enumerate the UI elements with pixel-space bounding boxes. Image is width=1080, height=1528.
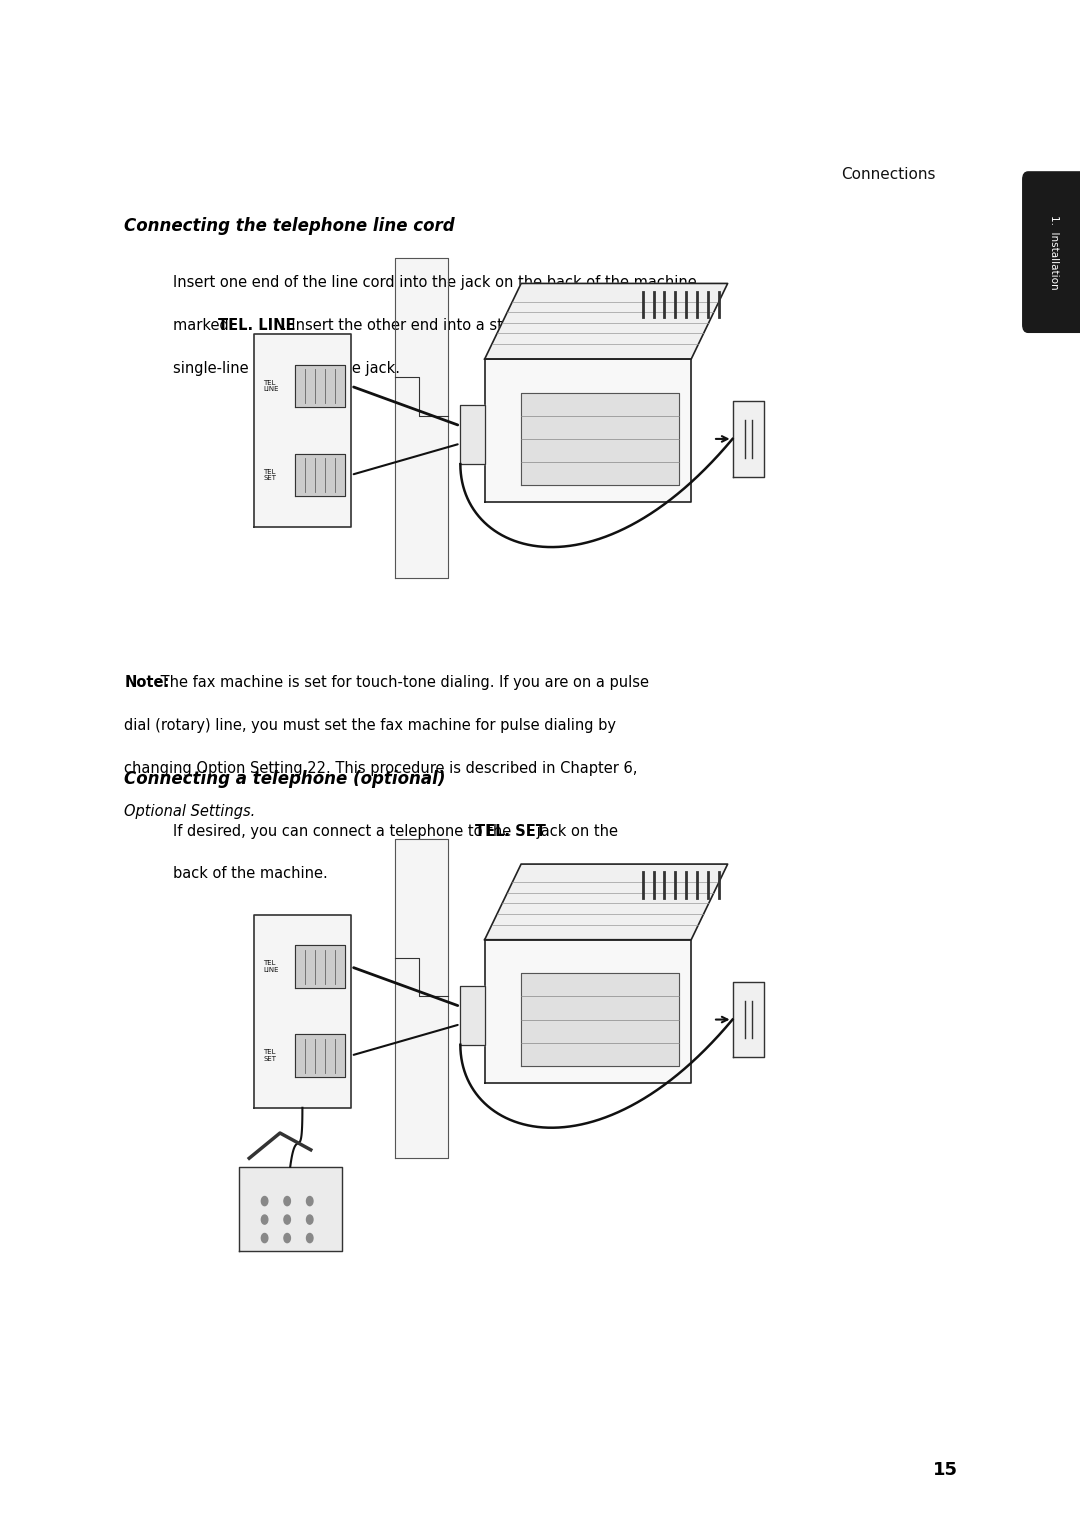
- Polygon shape: [295, 365, 346, 408]
- Circle shape: [261, 1196, 268, 1206]
- Text: 15: 15: [932, 1461, 958, 1479]
- Text: changing Option Setting 22. This procedure is described in Chapter 6,: changing Option Setting 22. This procedu…: [124, 761, 637, 776]
- Circle shape: [261, 1215, 268, 1224]
- Text: TEL
LINE: TEL LINE: [264, 961, 279, 973]
- Text: Connecting the telephone line cord: Connecting the telephone line cord: [124, 217, 455, 235]
- Polygon shape: [395, 839, 448, 1158]
- Text: dial (rotary) line, you must set the fax machine for pulse dialing by: dial (rotary) line, you must set the fax…: [124, 718, 617, 733]
- Circle shape: [284, 1215, 291, 1224]
- Text: single-line wall telephone jack.: single-line wall telephone jack.: [173, 361, 400, 376]
- Circle shape: [307, 1215, 313, 1224]
- Text: TEL. LINE: TEL. LINE: [218, 318, 295, 333]
- Polygon shape: [485, 865, 728, 940]
- Polygon shape: [732, 402, 765, 477]
- Polygon shape: [522, 393, 679, 486]
- Polygon shape: [295, 1034, 346, 1077]
- Text: Connecting a telephone (optional): Connecting a telephone (optional): [124, 770, 446, 788]
- Text: marked: marked: [173, 318, 233, 333]
- Polygon shape: [460, 405, 485, 465]
- Text: 1.  Installation: 1. Installation: [1049, 215, 1059, 289]
- Text: If desired, you can connect a telephone to the: If desired, you can connect a telephone …: [173, 824, 515, 839]
- Polygon shape: [732, 981, 765, 1057]
- Polygon shape: [239, 1167, 341, 1250]
- Text: TEL
SET: TEL SET: [264, 1050, 276, 1062]
- Circle shape: [307, 1196, 313, 1206]
- Polygon shape: [254, 914, 351, 1108]
- Polygon shape: [485, 359, 691, 501]
- Polygon shape: [485, 283, 728, 359]
- FancyBboxPatch shape: [1023, 173, 1080, 333]
- Circle shape: [307, 1233, 313, 1242]
- Polygon shape: [485, 940, 691, 1082]
- Polygon shape: [460, 986, 485, 1045]
- Polygon shape: [254, 333, 351, 527]
- Text: back of the machine.: back of the machine.: [173, 866, 327, 882]
- Text: . Insert the other end into a standard (RJ11C): . Insert the other end into a standard (…: [282, 318, 613, 333]
- Polygon shape: [295, 946, 346, 989]
- Text: TEL
LINE: TEL LINE: [264, 380, 279, 393]
- Polygon shape: [395, 258, 448, 578]
- Text: TEL
SET: TEL SET: [264, 469, 276, 481]
- Text: Note:: Note:: [124, 675, 170, 691]
- Circle shape: [261, 1233, 268, 1242]
- Text: jack on the: jack on the: [531, 824, 618, 839]
- Text: TEL. SET: TEL. SET: [475, 824, 545, 839]
- Text: Connections: Connections: [840, 167, 935, 182]
- Text: Optional Settings.: Optional Settings.: [124, 804, 256, 819]
- Circle shape: [284, 1196, 291, 1206]
- Circle shape: [284, 1233, 291, 1242]
- Polygon shape: [295, 454, 346, 497]
- Text: The fax machine is set for touch-tone dialing. If you are on a pulse: The fax machine is set for touch-tone di…: [157, 675, 649, 691]
- Text: Insert one end of the line cord into the jack on the back of the machine: Insert one end of the line cord into the…: [173, 275, 697, 290]
- Polygon shape: [522, 973, 679, 1067]
